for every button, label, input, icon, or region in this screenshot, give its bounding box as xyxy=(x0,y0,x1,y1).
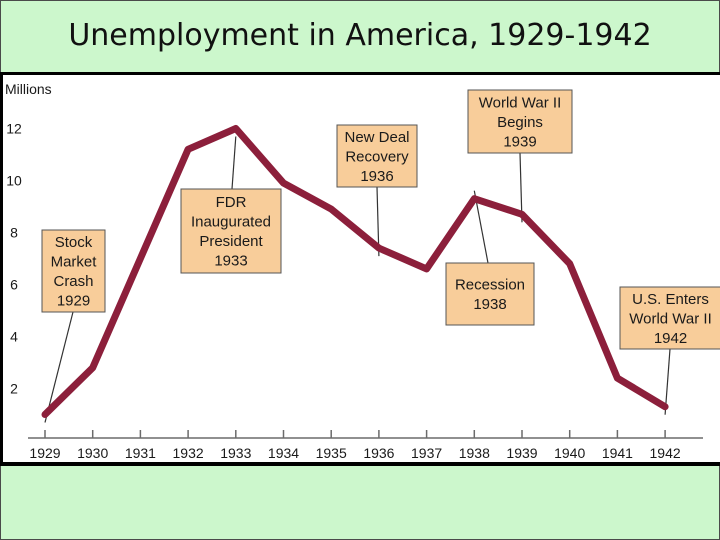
x-tick-label: 1937 xyxy=(411,445,442,461)
annotation-box xyxy=(467,89,573,154)
y-tick-label: 4 xyxy=(10,329,18,345)
x-tick-label: 1930 xyxy=(77,445,108,461)
annotation-box xyxy=(619,286,720,350)
x-tick-label: 1941 xyxy=(602,445,633,461)
y-axis-label: Millions xyxy=(5,81,52,97)
x-tick-label: 1931 xyxy=(125,445,156,461)
annotation-text: World War II xyxy=(479,94,562,111)
annotation-text: 1942 xyxy=(654,330,687,347)
x-tick-label: 1935 xyxy=(316,445,347,461)
annotation-text: Recovery xyxy=(345,148,409,165)
y-tick-label: 12 xyxy=(6,121,22,137)
annotation-text: President xyxy=(199,233,263,250)
annotation-text: 1933 xyxy=(214,253,247,270)
annotation-text: 1938 xyxy=(473,296,506,313)
y-tick-label: 2 xyxy=(10,381,18,397)
annotation-text: Recession xyxy=(455,277,525,294)
annotation-text: Market xyxy=(51,254,98,271)
annotations: Stock Market Crash 1929 FDR Inaugurated Presid… xyxy=(41,89,720,423)
series-line xyxy=(41,125,669,418)
annotation-text: New Deal xyxy=(344,129,409,146)
y-tick-label: 10 xyxy=(6,173,22,189)
y-tick-label: 8 xyxy=(10,225,18,241)
annotation-box xyxy=(336,124,418,188)
x-tick-label: 1942 xyxy=(650,445,681,461)
annotation-text: U.S. Enters xyxy=(632,291,709,308)
y-axis: 2 4 6 8 10 12 xyxy=(6,121,22,397)
annotation-text: Crash xyxy=(53,273,93,290)
annotation-box xyxy=(445,262,535,326)
x-tick-label: 1933 xyxy=(220,445,251,461)
slide-title: Unemployment in America, 1929-1942 xyxy=(68,18,652,53)
annotation-box xyxy=(180,188,282,274)
y-tick-label: 6 xyxy=(10,277,18,293)
annotation-text: 1929 xyxy=(57,293,90,310)
annotation-text: Inaugurated xyxy=(191,214,271,231)
x-axis: 1929 1930 1931 1932 1933 1934 1935 1936 1937 1938… xyxy=(28,430,703,461)
annotation-pointer xyxy=(231,136,237,190)
annotation-text: 1939 xyxy=(503,133,536,150)
annotation-text: Stock xyxy=(55,234,93,251)
x-tick-label: 1932 xyxy=(173,445,204,461)
annotation-text: FDR xyxy=(216,194,247,211)
annotation-text: World War II xyxy=(629,310,712,327)
x-tick-label: 1939 xyxy=(506,445,537,461)
x-tick-label: 1938 xyxy=(459,445,490,461)
x-tick-label: 1936 xyxy=(363,445,394,461)
x-tick-label: 1934 xyxy=(268,445,299,461)
annotation-box xyxy=(41,229,106,313)
x-tick-label: 1940 xyxy=(554,445,585,461)
annotation-pointer xyxy=(44,311,74,423)
annotation-text: 1936 xyxy=(360,168,393,185)
annotation-text: Begins xyxy=(497,114,543,131)
chart-area: Millions 2 4 6 8 10 12 1929 1930 1931 1932 1933 19… xyxy=(3,75,720,462)
x-tick-label: 1929 xyxy=(29,445,60,461)
